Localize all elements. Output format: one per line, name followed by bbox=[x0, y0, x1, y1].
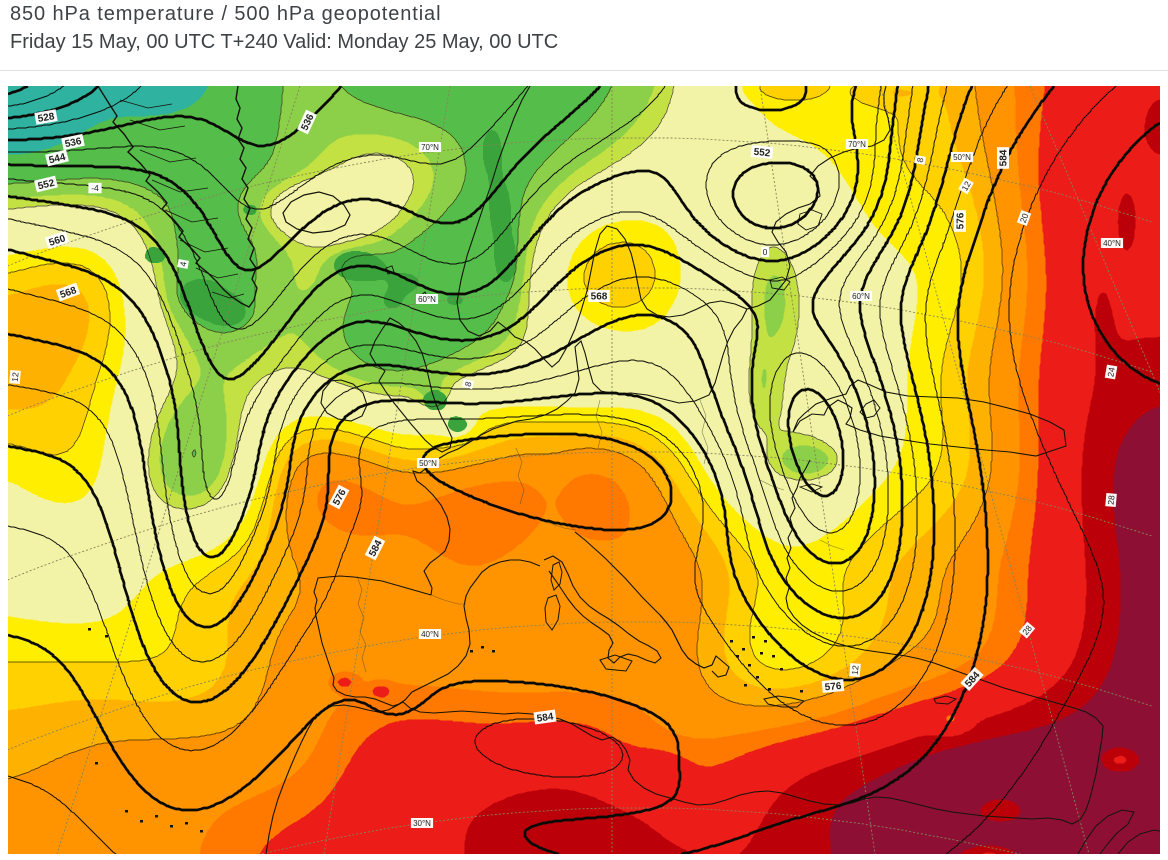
svg-text:8: 8 bbox=[915, 157, 926, 164]
svg-text:544: 544 bbox=[48, 152, 67, 167]
svg-text:552: 552 bbox=[753, 147, 771, 160]
svg-text:24: 24 bbox=[1105, 366, 1117, 377]
svg-text:50°N: 50°N bbox=[419, 459, 437, 468]
svg-text:30°N: 30°N bbox=[413, 819, 431, 828]
svg-text:4: 4 bbox=[178, 261, 189, 268]
svg-text:528: 528 bbox=[37, 111, 56, 125]
svg-text:28: 28 bbox=[1106, 495, 1117, 506]
svg-text:70°N: 70°N bbox=[848, 140, 866, 149]
svg-text:0: 0 bbox=[763, 247, 768, 257]
svg-text:60°N: 60°N bbox=[418, 295, 436, 304]
svg-text:60°N: 60°N bbox=[852, 292, 870, 301]
svg-text:568: 568 bbox=[59, 285, 79, 301]
svg-text:568: 568 bbox=[591, 292, 608, 303]
svg-text:50°N: 50°N bbox=[953, 153, 971, 162]
svg-text:40°N: 40°N bbox=[1103, 239, 1121, 248]
svg-text:12: 12 bbox=[850, 665, 861, 676]
svg-text:584: 584 bbox=[999, 149, 1010, 166]
svg-text:560: 560 bbox=[48, 233, 68, 249]
svg-text:-4: -4 bbox=[91, 183, 99, 193]
svg-text:20: 20 bbox=[1018, 212, 1031, 225]
svg-text:8: 8 bbox=[463, 380, 474, 387]
svg-text:576: 576 bbox=[824, 681, 842, 693]
svg-text:70°N: 70°N bbox=[421, 143, 439, 152]
svg-text:552: 552 bbox=[37, 178, 56, 193]
svg-text:12: 12 bbox=[959, 179, 973, 192]
svg-text:12: 12 bbox=[10, 372, 21, 383]
svg-text:584: 584 bbox=[536, 711, 554, 724]
svg-text:536: 536 bbox=[64, 136, 83, 150]
svg-text:40°N: 40°N bbox=[421, 630, 439, 639]
svg-text:576: 576 bbox=[956, 212, 967, 229]
